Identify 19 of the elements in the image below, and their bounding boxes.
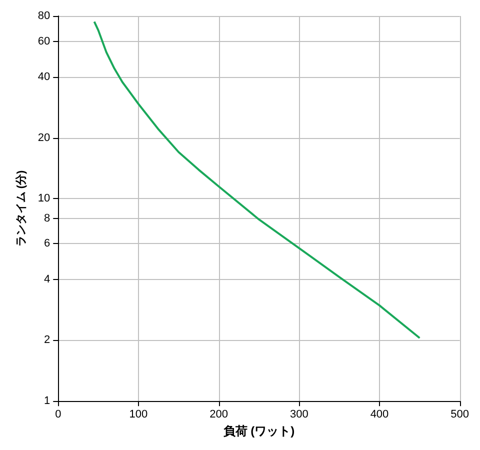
line-series xyxy=(93,20,421,340)
y-tick-label: 4 xyxy=(44,273,50,286)
y-tick-label: 40 xyxy=(38,70,50,83)
y-tick-label: 20 xyxy=(38,132,50,144)
y-tick-label: 1 xyxy=(44,395,50,408)
y-axis-title: ランタイム (分) xyxy=(14,170,28,247)
x-tick-label: 100 xyxy=(129,408,148,421)
x-tick-label: 200 xyxy=(210,408,228,421)
x-tick-label: 0 xyxy=(55,408,62,421)
x-axis-title: 負荷 (ワット) xyxy=(223,424,295,438)
y-tick-label: 60 xyxy=(38,35,50,48)
x-tick-label: 300 xyxy=(290,408,308,421)
x-tick-label: 500 xyxy=(450,408,470,421)
y-tick-label: 80 xyxy=(38,10,50,22)
y-tick-label: 6 xyxy=(44,238,50,250)
y-tick-label: 8 xyxy=(44,212,50,224)
y-tick-label: 10 xyxy=(38,192,50,205)
y-tick-label: 2 xyxy=(44,334,50,346)
x-tick-label: 400 xyxy=(370,408,389,421)
